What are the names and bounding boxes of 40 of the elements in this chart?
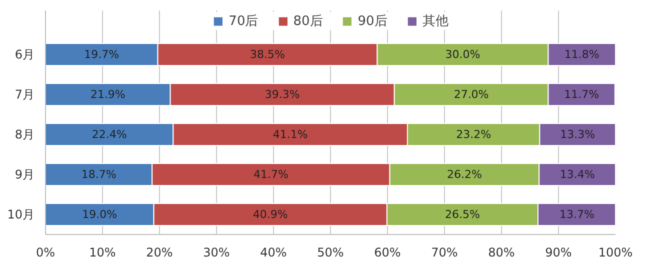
x-tick-label: 20%: [146, 246, 173, 260]
legend-label: 其他: [422, 13, 448, 30]
x-tick-label: 10%: [89, 246, 116, 260]
y-tick-label: 8月: [14, 128, 35, 142]
data-label: 18.7%: [81, 168, 116, 181]
x-tick-label: 80%: [488, 246, 515, 260]
data-label: 23.2%: [456, 128, 492, 141]
data-label: 40.9%: [252, 208, 288, 221]
data-label: 38.5%: [250, 48, 285, 61]
x-tick-label: 60%: [374, 246, 401, 260]
data-label: 27.0%: [454, 88, 489, 101]
x-tick-label: 40%: [260, 246, 287, 260]
data-label: 41.7%: [253, 168, 288, 181]
y-tick-label: 9月: [14, 168, 35, 182]
y-tick-label: 6月: [14, 48, 35, 62]
x-tick-label: 90%: [545, 246, 572, 260]
y-tick-label: 10月: [7, 208, 35, 222]
data-label: 30.0%: [445, 48, 480, 61]
data-label: 13.7%: [560, 208, 595, 221]
x-tick-label: 100%: [598, 246, 633, 260]
data-label: 22.4%: [92, 128, 127, 141]
legend-label: 90后: [358, 13, 388, 30]
legend-label: 70后: [228, 13, 258, 30]
data-label: 19.0%: [82, 208, 118, 221]
data-label: 11.7%: [564, 88, 600, 101]
legend-label: 80后: [293, 13, 323, 30]
x-tick-label: 50%: [317, 246, 344, 260]
data-label: 13.3%: [560, 128, 596, 141]
x-tick-label: 30%: [203, 246, 230, 260]
x-tick-label: 70%: [431, 246, 458, 260]
data-label: 21.9%: [90, 88, 126, 101]
data-label: 11.8%: [564, 48, 600, 61]
data-label: 19.7%: [84, 48, 120, 61]
x-tick-label: 0%: [36, 246, 56, 260]
data-label: 13.4%: [560, 168, 595, 181]
data-label: 41.1%: [272, 128, 308, 141]
y-tick-label: 7月: [14, 88, 35, 102]
data-label: 26.2%: [446, 168, 482, 181]
data-label: 26.5%: [444, 208, 480, 221]
data-label: 39.3%: [264, 88, 300, 101]
